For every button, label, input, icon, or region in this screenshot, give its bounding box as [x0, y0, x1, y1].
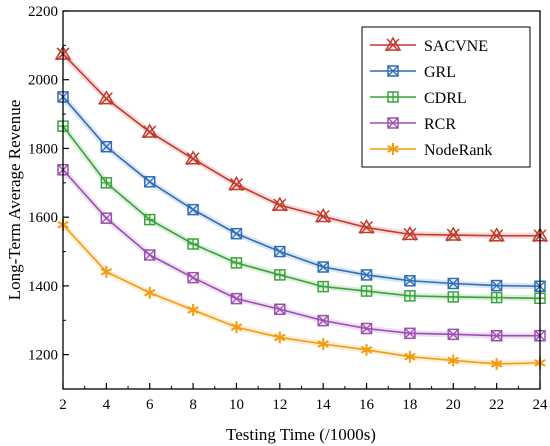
data-point — [187, 271, 199, 284]
data-point — [274, 331, 286, 344]
data-point — [490, 279, 503, 292]
legend-item: SACVNE — [370, 36, 488, 55]
series-line — [62, 224, 541, 365]
x-tick-label: 18 — [402, 397, 417, 413]
data-point — [384, 36, 402, 52]
data-point — [230, 257, 243, 269]
data-point — [490, 357, 503, 370]
y-tick-label: 1800 — [28, 141, 58, 157]
data-point — [360, 322, 373, 335]
data-point — [230, 321, 243, 334]
data-point — [360, 269, 373, 281]
series-line — [62, 169, 540, 337]
legend-label: SACVNE — [424, 38, 488, 55]
data-point — [274, 269, 286, 281]
series-noderank — [57, 218, 546, 370]
series-halo — [60, 167, 540, 339]
x-tick-label: 22 — [489, 397, 504, 413]
x-tick-label: 24 — [533, 397, 549, 413]
data-point — [271, 196, 289, 212]
data-point — [100, 265, 113, 278]
data-point — [447, 277, 460, 290]
x-tick-label: 16 — [359, 397, 375, 413]
data-point — [187, 203, 199, 216]
legend-label: GRL — [424, 64, 456, 81]
data-point — [143, 176, 156, 188]
data-point — [274, 303, 286, 316]
data-point — [490, 329, 503, 342]
data-point — [274, 245, 286, 258]
data-point — [360, 343, 373, 356]
data-point — [488, 227, 505, 243]
data-point — [447, 354, 459, 367]
legend: SACVNE GRL CDRL RCR NodeRank — [361, 26, 531, 168]
series-line — [62, 125, 541, 300]
data-point — [317, 314, 329, 327]
data-point — [447, 328, 460, 341]
data-point — [387, 91, 399, 103]
series-rcr — [57, 164, 546, 342]
y-tick-label: 1200 — [28, 348, 58, 364]
data-point — [184, 150, 202, 166]
data-point — [447, 291, 460, 303]
x-tick-label: 20 — [446, 397, 461, 413]
data-point — [358, 219, 375, 235]
data-point — [143, 249, 156, 261]
data-point — [100, 212, 113, 224]
data-point — [387, 143, 399, 155]
data-point — [143, 213, 156, 226]
data-point — [187, 303, 199, 316]
x-tick-label: 6 — [146, 397, 154, 413]
data-point — [387, 117, 399, 129]
series-line — [62, 96, 541, 288]
data-point — [230, 227, 243, 240]
x-tick-label: 2 — [59, 397, 67, 413]
data-point — [141, 123, 159, 139]
axes-layer: 2 4 6 8 10 12 14 16 18 20 22 2412001400160018002000… — [28, 4, 548, 413]
data-point — [490, 291, 503, 304]
data-point — [317, 280, 329, 293]
data-point — [444, 226, 462, 242]
data-point — [360, 285, 373, 297]
legend-item: GRL — [370, 64, 456, 81]
legend-label: NodeRank — [424, 142, 492, 159]
series-layer — [54, 45, 549, 370]
data-point — [401, 225, 419, 241]
data-point — [230, 292, 243, 305]
data-point — [404, 275, 416, 287]
x-tick-label: 4 — [103, 397, 111, 413]
legend-item: CDRL — [370, 90, 467, 107]
y-tick-label: 1400 — [28, 279, 58, 295]
x-tick-label: 8 — [189, 397, 197, 413]
data-point — [317, 261, 329, 273]
series-sacvne — [54, 45, 549, 243]
x-tick-label: 14 — [316, 397, 332, 413]
data-point — [314, 208, 332, 224]
y-axis-label: Long-Term Average Revenue — [5, 100, 24, 301]
series-grl — [57, 91, 546, 293]
data-point — [144, 286, 156, 299]
legend-item: NodeRank — [370, 142, 492, 159]
x-tick-label: 10 — [229, 397, 244, 413]
data-point — [98, 90, 115, 106]
x-tick-label: 12 — [272, 397, 287, 413]
data-point — [187, 238, 199, 250]
data-point — [404, 327, 416, 340]
series-line — [62, 53, 540, 237]
x-axis-label: Testing Time (/1000s) — [226, 425, 376, 444]
y-tick-label: 1600 — [28, 210, 58, 226]
y-tick-label: 2000 — [28, 73, 58, 89]
data-point — [404, 290, 416, 302]
data-point — [228, 176, 245, 192]
data-point — [317, 337, 329, 350]
data-point — [404, 350, 416, 363]
data-point — [100, 177, 113, 189]
data-point — [387, 65, 399, 77]
y-tick-label: 2200 — [28, 4, 58, 20]
data-point — [100, 140, 113, 153]
legend-label: CDRL — [424, 90, 467, 107]
legend-item: RCR — [370, 116, 456, 133]
legend-label: RCR — [424, 116, 456, 133]
